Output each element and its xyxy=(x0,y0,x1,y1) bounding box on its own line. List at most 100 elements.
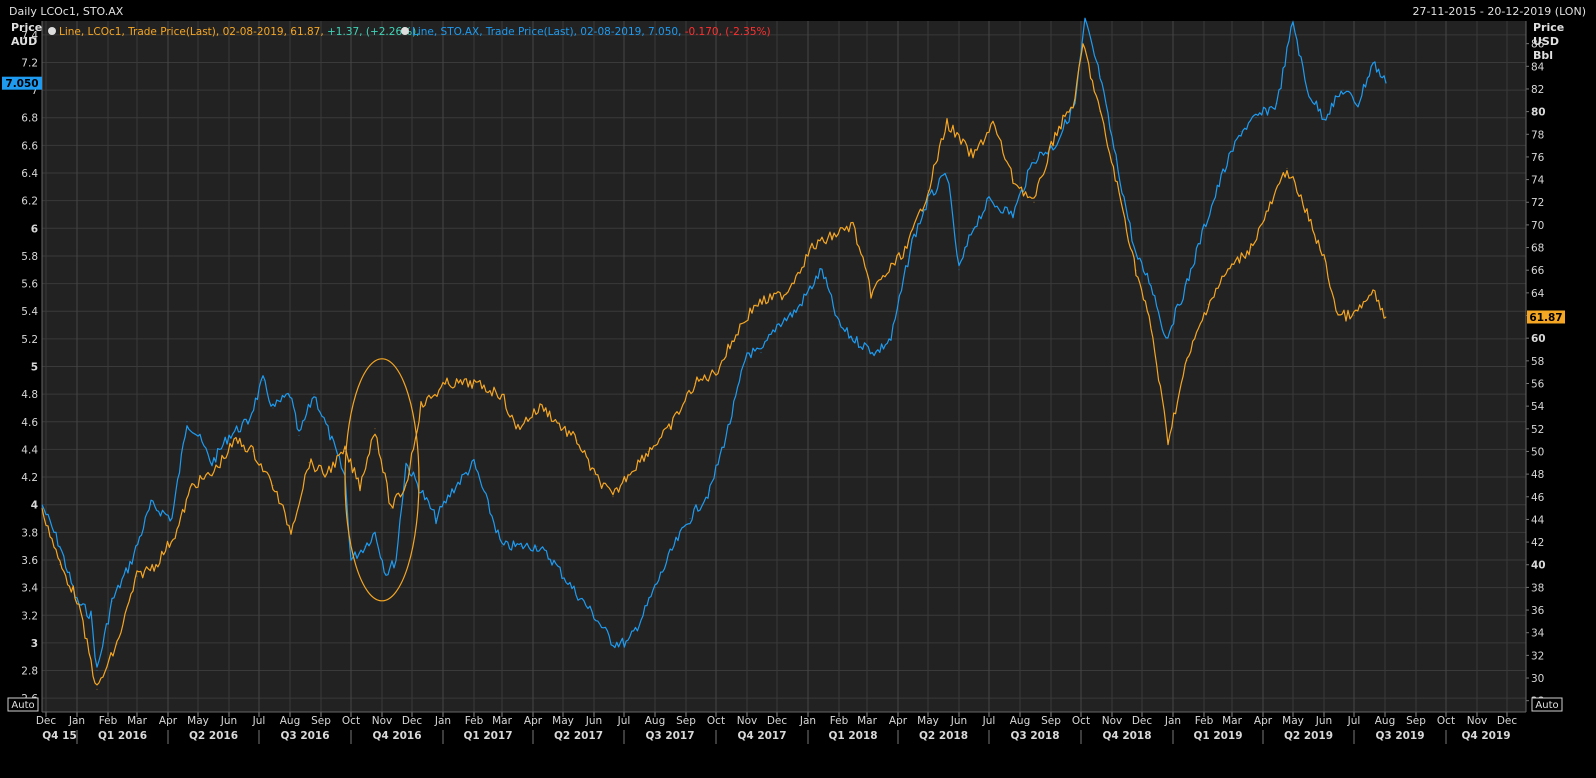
month-label: Jun xyxy=(220,715,237,727)
month-label: Oct xyxy=(1437,715,1455,727)
data-point xyxy=(1323,117,1325,119)
data-point xyxy=(875,352,877,354)
data-point xyxy=(390,507,392,509)
data-point xyxy=(405,485,407,486)
quarter-label: Q1 2017 xyxy=(463,730,512,742)
auto-right-button[interactable]: Auto xyxy=(1531,697,1563,712)
month-label: Nov xyxy=(372,715,393,727)
data-point xyxy=(451,490,453,492)
legend: Line, LCOc1, Trade Price(Last), 02-08-20… xyxy=(48,26,771,38)
left-tick-label: 5.4 xyxy=(21,306,38,318)
data-point xyxy=(211,473,213,475)
data-point xyxy=(906,247,908,249)
data-point xyxy=(870,292,872,294)
data-point xyxy=(1054,145,1056,146)
data-point xyxy=(41,504,43,506)
left-axis-title-price: Price xyxy=(11,21,42,34)
data-point xyxy=(852,224,854,226)
left-tick-label: 6 xyxy=(31,223,38,235)
data-point xyxy=(324,473,326,475)
data-point xyxy=(211,462,213,464)
data-point xyxy=(344,451,346,452)
data-point xyxy=(290,530,292,532)
data-point xyxy=(811,247,813,249)
month-label: Jan xyxy=(799,715,816,727)
data-point xyxy=(1167,439,1169,441)
month-label: Mar xyxy=(492,715,512,727)
data-point xyxy=(689,518,691,519)
data-point xyxy=(536,545,538,547)
auto-left-button[interactable]: Auto xyxy=(7,697,39,712)
right-tick-label: 48 xyxy=(1531,469,1544,481)
lco-legend-icon[interactable] xyxy=(48,27,56,35)
right-tick-label: 34 xyxy=(1531,628,1545,640)
right-tick-label: 78 xyxy=(1531,129,1544,141)
month-label: Sep xyxy=(1041,715,1061,727)
right-axis-title-unit: Bbl xyxy=(1533,49,1553,62)
data-point xyxy=(972,227,974,229)
data-point xyxy=(1186,283,1188,284)
auto-left-button-label[interactable]: Auto xyxy=(11,700,34,711)
month-label: Feb xyxy=(830,715,849,727)
data-point xyxy=(96,670,98,671)
quarter-label: Q3 2017 xyxy=(645,730,694,742)
data-point xyxy=(852,338,854,340)
data-point xyxy=(593,473,595,475)
data-point xyxy=(627,473,629,475)
auto-right-button-box[interactable] xyxy=(1531,697,1563,712)
month-label: Oct xyxy=(707,715,725,727)
data-point xyxy=(235,439,237,441)
data-point xyxy=(473,383,475,384)
data-point xyxy=(313,393,315,395)
data-point xyxy=(627,642,629,644)
data-point xyxy=(171,518,173,519)
data-point xyxy=(668,428,670,430)
right-axis-title-price: Price xyxy=(1533,21,1564,34)
data-point xyxy=(1222,172,1224,174)
data-point xyxy=(405,462,407,464)
quarter-label: Q4 15 xyxy=(42,730,77,742)
sto-legend-text: Line, STO.AX, Trade Price(Last), 02-08-2… xyxy=(412,26,681,38)
data-point xyxy=(1082,43,1084,45)
quarter-label: Q4 2019 xyxy=(1461,730,1510,742)
left-tick-label: 4.4 xyxy=(21,444,38,456)
data-point xyxy=(1186,360,1188,362)
data-point xyxy=(1306,89,1308,91)
right-tick-label: 80 xyxy=(1531,107,1546,119)
data-point xyxy=(1286,167,1288,169)
data-point xyxy=(1033,201,1035,203)
data-point xyxy=(350,559,352,561)
data-point xyxy=(228,435,230,436)
right-tick-label: 54 xyxy=(1531,401,1545,413)
quarter-label: Q3 2018 xyxy=(1010,730,1059,742)
data-point xyxy=(191,485,193,486)
right-tick-label: 74 xyxy=(1531,175,1545,187)
data-point xyxy=(473,462,475,464)
data-point xyxy=(642,614,644,616)
lco-legend-change: +1.37, (+2.26%), xyxy=(324,26,420,38)
data-point xyxy=(155,564,157,566)
data-point xyxy=(1357,103,1359,105)
data-point xyxy=(729,421,731,423)
data-point xyxy=(1074,103,1076,105)
right-tick-label: 56 xyxy=(1531,378,1545,390)
quarter-label: Q3 2019 xyxy=(1375,730,1424,742)
month-label: Apr xyxy=(889,715,908,727)
data-point xyxy=(562,428,564,430)
quarter-label: Q1 2019 xyxy=(1193,730,1242,742)
month-label: May xyxy=(552,715,574,727)
month-label: Jul xyxy=(252,715,266,727)
data-point xyxy=(1033,158,1035,160)
month-label: Jan xyxy=(68,715,85,727)
date-range: 27-11-2015 - 20-12-2019 (LON) xyxy=(1412,5,1586,18)
month-label: May xyxy=(187,715,209,727)
sto-legend-icon[interactable] xyxy=(401,27,409,35)
quarter-label: Q3 2016 xyxy=(280,730,329,742)
month-label: May xyxy=(1282,715,1304,727)
auto-left-button-box[interactable] xyxy=(7,697,39,712)
data-point xyxy=(1385,82,1387,84)
auto-right-button-label[interactable]: Auto xyxy=(1535,700,1558,711)
data-point xyxy=(1084,20,1086,22)
data-point xyxy=(755,303,757,305)
